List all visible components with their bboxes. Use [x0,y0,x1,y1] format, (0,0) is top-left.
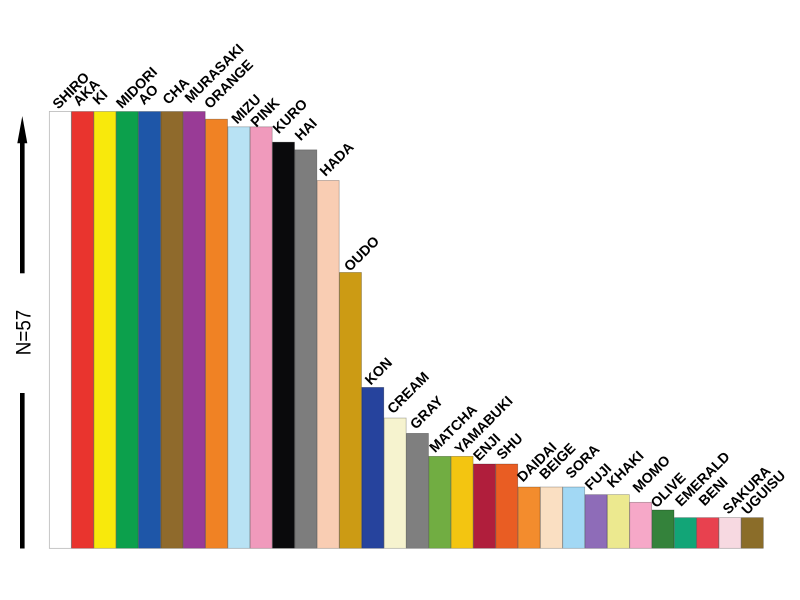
svg-text:N=57: N=57 [12,310,35,355]
